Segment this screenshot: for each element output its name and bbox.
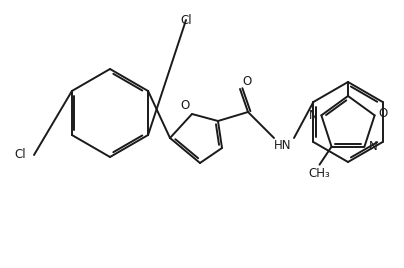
Text: N: N [309,109,318,122]
Text: CH₃: CH₃ [309,167,330,180]
Text: O: O [379,107,388,120]
Text: O: O [181,99,190,112]
Text: HN: HN [274,139,292,152]
Text: N: N [368,140,377,153]
Text: Cl: Cl [14,148,25,162]
Text: Cl: Cl [180,14,192,27]
Text: O: O [242,75,251,88]
